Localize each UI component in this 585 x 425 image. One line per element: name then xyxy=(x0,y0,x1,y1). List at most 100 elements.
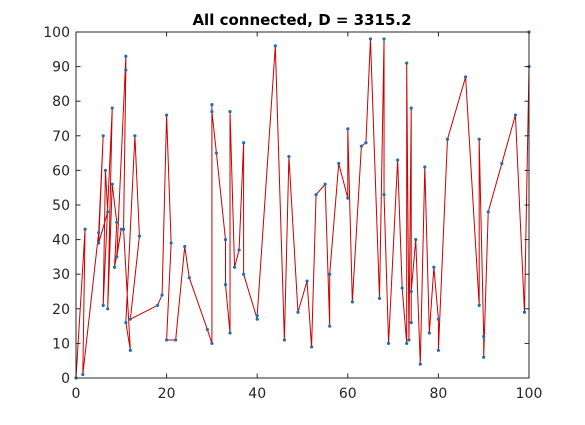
data-point xyxy=(165,113,169,117)
y-tick-label: 70 xyxy=(52,129,70,145)
y-tick-label: 60 xyxy=(52,163,70,179)
x-tick-label: 0 xyxy=(72,386,81,402)
y-tick-label: 40 xyxy=(52,233,70,249)
data-point xyxy=(119,227,123,231)
data-point xyxy=(522,310,527,314)
x-tick-label: 100 xyxy=(516,386,543,402)
data-point xyxy=(110,182,114,186)
data-point xyxy=(155,303,160,307)
data-point xyxy=(97,241,101,245)
data-point xyxy=(273,44,277,48)
data-point xyxy=(214,151,219,155)
data-point xyxy=(133,134,137,138)
data-point xyxy=(482,355,486,359)
data-point xyxy=(112,265,117,269)
data-point xyxy=(337,161,341,166)
data-point xyxy=(445,137,450,141)
tick-label-layer: 0 20 40 60 80 100 0 10 20 30 40 50 60 70 80 90 100 xyxy=(43,25,542,402)
data-point xyxy=(296,310,300,314)
data-point xyxy=(101,134,105,138)
data-point xyxy=(210,103,214,107)
data-point xyxy=(121,227,126,231)
data-point xyxy=(223,238,228,242)
data-point xyxy=(314,193,318,197)
data-point xyxy=(486,210,490,214)
data-point xyxy=(436,348,440,352)
data-point xyxy=(477,137,481,141)
y-tick-label: 10 xyxy=(52,336,70,352)
data-point xyxy=(287,154,291,159)
data-point xyxy=(128,317,132,321)
data-point xyxy=(414,238,418,242)
data-point xyxy=(137,234,142,238)
data-point xyxy=(482,334,486,339)
y-tick-label: 30 xyxy=(52,267,70,283)
data-point xyxy=(409,321,413,325)
data-point xyxy=(165,338,169,342)
data-point xyxy=(83,227,87,231)
data-point xyxy=(174,338,178,342)
data-point xyxy=(400,286,404,290)
data-point xyxy=(386,341,391,345)
data-point xyxy=(405,61,409,65)
data-point xyxy=(237,248,241,252)
data-point xyxy=(242,272,246,276)
data-point xyxy=(513,113,518,117)
data-point xyxy=(169,241,173,245)
y-tick-label: 50 xyxy=(52,198,70,214)
data-point xyxy=(423,165,427,169)
data-point xyxy=(346,127,350,131)
x-tick-label: 60 xyxy=(339,386,357,402)
data-point xyxy=(309,345,314,349)
x-tick-label: 20 xyxy=(158,386,176,402)
data-point xyxy=(500,161,504,166)
data-point xyxy=(228,109,232,114)
data-point xyxy=(97,231,101,235)
data-point xyxy=(407,338,411,342)
data-point xyxy=(377,296,382,301)
data-point xyxy=(368,37,373,41)
data-point xyxy=(183,244,187,249)
data-point xyxy=(232,265,237,269)
data-point xyxy=(228,331,232,335)
data-point xyxy=(124,54,128,58)
data-point xyxy=(223,282,228,287)
data-point xyxy=(115,220,119,224)
data-point xyxy=(405,341,409,345)
data-point xyxy=(409,106,413,110)
data-point xyxy=(418,362,422,366)
data-point xyxy=(106,307,110,311)
data-point xyxy=(210,109,214,114)
data-point xyxy=(101,303,105,307)
data-point xyxy=(477,303,481,307)
marker-layer xyxy=(74,30,531,380)
x-tick-label: 80 xyxy=(429,386,447,402)
y-tick-label: 20 xyxy=(52,302,70,318)
data-point xyxy=(364,141,368,145)
data-point xyxy=(328,324,332,328)
data-point xyxy=(323,182,327,186)
data-point xyxy=(436,317,440,321)
data-point xyxy=(305,279,309,283)
data-point xyxy=(124,321,128,325)
data-point xyxy=(210,341,214,345)
data-point xyxy=(282,338,286,342)
data-point xyxy=(115,255,119,259)
data-point xyxy=(432,265,436,269)
data-point xyxy=(187,276,191,280)
data-point xyxy=(81,372,85,377)
data-point xyxy=(427,331,431,335)
data-point xyxy=(242,141,246,145)
y-tick-label: 100 xyxy=(43,25,70,41)
data-point xyxy=(350,300,354,304)
data-point xyxy=(382,37,386,41)
data-point xyxy=(255,317,259,321)
data-point xyxy=(409,289,413,294)
tick-layer xyxy=(75,31,530,379)
y-tick-label: 90 xyxy=(52,60,70,76)
data-point xyxy=(106,210,110,214)
data-point xyxy=(382,193,386,197)
data-point xyxy=(110,106,114,110)
